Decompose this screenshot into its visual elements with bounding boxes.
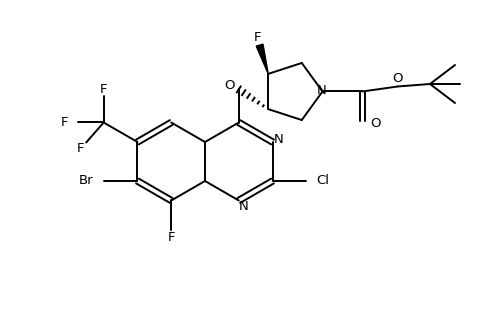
- Text: F: F: [76, 143, 84, 155]
- Text: F: F: [168, 231, 175, 244]
- Polygon shape: [256, 44, 268, 74]
- Text: N: N: [274, 133, 284, 146]
- Text: N: N: [239, 201, 248, 213]
- Text: O: O: [392, 72, 403, 85]
- Text: F: F: [254, 31, 261, 44]
- Text: O: O: [224, 79, 235, 92]
- Text: Cl: Cl: [316, 174, 330, 188]
- Text: Br: Br: [78, 174, 94, 188]
- Text: F: F: [100, 83, 108, 96]
- Text: O: O: [370, 117, 381, 130]
- Text: N: N: [317, 85, 327, 98]
- Text: F: F: [61, 116, 68, 129]
